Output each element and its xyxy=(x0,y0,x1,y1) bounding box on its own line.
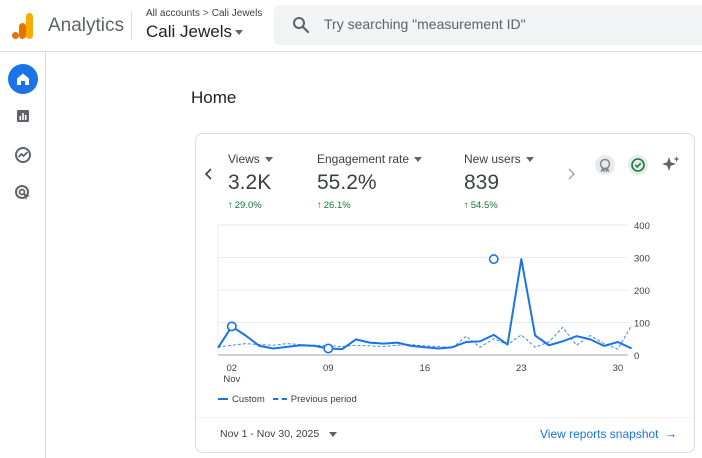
left-nav-rail xyxy=(0,52,46,458)
date-range-label: Nov 1 - Nov 30, 2025 xyxy=(220,428,320,440)
metric-views[interactable]: Views 3.2K ↑ 29.0% xyxy=(228,152,273,211)
dropdown-caret-icon xyxy=(234,30,243,36)
analytics-logo-icon[interactable] xyxy=(12,13,34,39)
arrow-right-icon: → xyxy=(664,426,678,441)
x-tick-sublabel: Nov xyxy=(223,374,240,385)
x-tick-label: 16 xyxy=(420,363,431,374)
search-input[interactable]: Try searching "measurement ID" xyxy=(324,16,526,32)
nav-home-button[interactable] xyxy=(8,64,38,94)
header-divider xyxy=(131,12,132,40)
metric-change: 26.1% xyxy=(323,200,351,211)
dropdown-caret-icon xyxy=(414,157,423,163)
y-tick-label: 400 xyxy=(634,221,650,232)
dropdown-caret-icon xyxy=(525,157,534,163)
x-tick-label: 30 xyxy=(613,363,624,374)
arrow-up-icon: ↑ xyxy=(464,200,469,211)
data-point-marker xyxy=(323,343,334,354)
metric-label: Engagement rate xyxy=(317,152,410,166)
dropdown-caret-icon xyxy=(329,431,338,437)
series-line-custom xyxy=(217,258,633,351)
arrow-up-icon: ↑ xyxy=(317,200,322,211)
home-icon xyxy=(17,73,29,85)
metric-label: Views xyxy=(228,152,260,166)
legend-label-previous: Previous period xyxy=(290,394,357,405)
metric-engagement-rate[interactable]: Engagement rate 55.2% ↑ 26.1% xyxy=(317,152,423,211)
chevron-right-icon[interactable] xyxy=(565,167,577,181)
nav-advertising-button[interactable] xyxy=(8,178,38,208)
account-selector[interactable]: Cali Jewels xyxy=(146,22,243,42)
arrow-up-icon: ↑ xyxy=(228,200,233,211)
explore-icon xyxy=(15,147,31,163)
search-bar[interactable] xyxy=(274,5,702,45)
breadcrumb-chevron-icon: > xyxy=(202,8,209,19)
view-reports-snapshot-link[interactable]: View reports snapshot → xyxy=(540,426,678,441)
metric-value: 839 xyxy=(464,171,500,194)
legend-swatch-dashed xyxy=(272,398,287,401)
date-range-selector[interactable]: Nov 1 - Nov 30, 2025 xyxy=(220,428,338,440)
legend-swatch-solid xyxy=(218,398,228,401)
data-point-marker xyxy=(488,254,499,265)
y-tick-label: 300 xyxy=(634,254,650,265)
chevron-left-icon[interactable] xyxy=(203,167,215,181)
data-point-marker xyxy=(226,321,237,332)
metric-new-users[interactable]: New users 839 ↑ 54.5% xyxy=(464,152,534,211)
dropdown-caret-icon xyxy=(264,157,273,163)
card-divider xyxy=(196,417,694,418)
check-circle-icon[interactable] xyxy=(627,154,649,176)
x-tick-label: 23 xyxy=(516,363,527,374)
insights-badge-icon[interactable] xyxy=(594,154,616,176)
nav-explore-button[interactable] xyxy=(8,140,38,170)
top-app-bar: Analytics All accounts > Cali Jewels Cali … xyxy=(0,0,702,52)
x-tick-label: 09 xyxy=(323,363,334,374)
series-line-previous-period xyxy=(217,324,633,350)
account-name: Cali Jewels xyxy=(146,22,232,41)
y-tick-label: 200 xyxy=(634,286,650,297)
metric-value: 55.2% xyxy=(317,171,377,194)
metric-change: 29.0% xyxy=(234,200,262,211)
y-tick-label: 0 xyxy=(634,351,639,362)
nav-reports-button[interactable] xyxy=(8,101,38,131)
metric-value: 3.2K xyxy=(228,171,272,194)
x-tick-label: 02 xyxy=(226,363,237,374)
app-title: Analytics xyxy=(48,15,125,36)
chart-legend: Custom Previous period xyxy=(218,394,357,405)
advertising-icon xyxy=(15,185,30,200)
metric-label: New users xyxy=(464,152,521,166)
breadcrumb-root[interactable]: All accounts xyxy=(146,8,200,19)
page-title: Home xyxy=(191,88,237,107)
sparkle-icon[interactable] xyxy=(660,154,682,176)
reports-icon xyxy=(17,110,29,122)
metric-change: 54.5% xyxy=(470,200,498,211)
breadcrumb-current[interactable]: Cali Jewels xyxy=(211,8,263,19)
y-tick-label: 100 xyxy=(634,319,650,330)
breadcrumb[interactable]: All accounts > Cali Jewels xyxy=(146,8,262,19)
legend-label-custom: Custom xyxy=(232,394,265,405)
view-link-label: View reports snapshot xyxy=(540,427,659,441)
search-icon[interactable] xyxy=(292,16,310,34)
